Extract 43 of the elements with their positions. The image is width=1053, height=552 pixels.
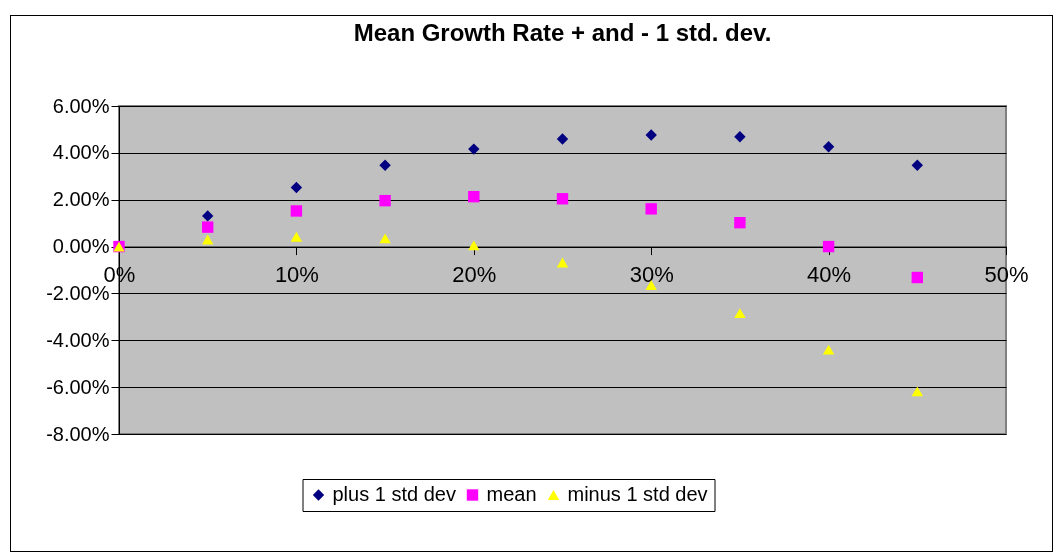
- point: [556, 193, 569, 205]
- y-tick-label: -6.00%: [46, 375, 110, 398]
- legend-label: mean: [486, 483, 537, 505]
- point: [734, 130, 746, 143]
- point: [556, 133, 569, 145]
- y-tick-label: 2.00%: [52, 188, 110, 211]
- x-tick-label: 50%: [984, 262, 1029, 288]
- y-tick-label: -4.00%: [46, 328, 110, 351]
- point: [202, 234, 214, 245]
- point: [911, 159, 923, 171]
- legend-label: plus 1 std dev: [332, 483, 456, 505]
- point: [379, 233, 391, 244]
- y-tick-label: -2.00%: [46, 281, 110, 304]
- point: [911, 271, 923, 284]
- point: [734, 216, 746, 229]
- point: [468, 190, 480, 203]
- point: [645, 129, 657, 141]
- point: [734, 308, 746, 319]
- point: [468, 240, 480, 251]
- x-tick-label: 20%: [452, 262, 497, 288]
- point: [468, 143, 480, 155]
- legend-label: minus 1 std dev: [567, 483, 708, 505]
- y-tick-label: 0.00%: [52, 235, 110, 258]
- point: [290, 231, 303, 242]
- point: [290, 205, 303, 217]
- point: [379, 159, 391, 171]
- x-tick-label: 40%: [807, 262, 852, 288]
- point: [822, 240, 835, 253]
- point: [822, 344, 835, 355]
- y-tick-label: 6.00%: [52, 94, 110, 117]
- y-tick-label: -8.00%: [46, 422, 110, 445]
- y-tick-label: 4.00%: [52, 141, 110, 164]
- x-tick-label: 30%: [629, 262, 674, 288]
- point: [202, 210, 214, 222]
- point: [822, 141, 835, 153]
- point: [911, 386, 923, 397]
- point: [556, 257, 569, 268]
- point: [202, 221, 214, 233]
- point: [290, 181, 303, 194]
- point: [379, 194, 391, 207]
- point: [645, 203, 657, 215]
- x-tick-label: 10%: [274, 262, 319, 288]
- chart-title: Mean Growth Rate + and - 1 std. dev.: [353, 19, 772, 46]
